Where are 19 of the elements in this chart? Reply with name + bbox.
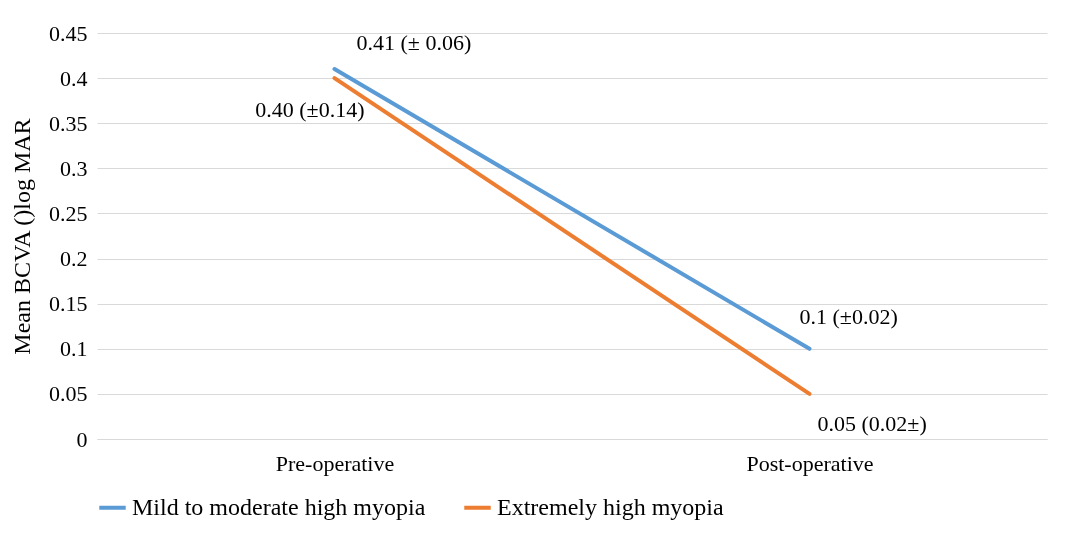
data-label: 0.40 (±0.14) [255, 97, 365, 123]
y-tick-label: 0.25 [49, 200, 88, 226]
x-tick-label: Pre-operative [275, 450, 395, 476]
y-tick-label: 0 [76, 426, 88, 452]
y-tick-label: 0.1 [60, 336, 88, 362]
data-label: 0.1 (±0.02) [799, 303, 898, 329]
y-tick-label: 0.4 [60, 65, 88, 91]
y-axis-title: Mean BCVA ()log MAR [9, 118, 35, 355]
legend-label: Extremely high myopia [497, 493, 724, 520]
y-tick-label: 0.05 [49, 381, 88, 407]
y-tick-label: 0.15 [49, 291, 88, 317]
y-tick-label: 0.3 [60, 155, 88, 181]
y-tick-label: 0.45 [49, 20, 88, 46]
x-tick-label: Post-operative [746, 450, 874, 476]
y-tick-label: 0.35 [49, 110, 88, 136]
y-tick-label: 0.2 [60, 246, 88, 272]
legend-label: Mild to moderate high myopia [132, 493, 426, 520]
data-label: 0.05 (0.02±) [817, 410, 927, 436]
data-label: 0.41 (± 0.06) [356, 30, 472, 56]
